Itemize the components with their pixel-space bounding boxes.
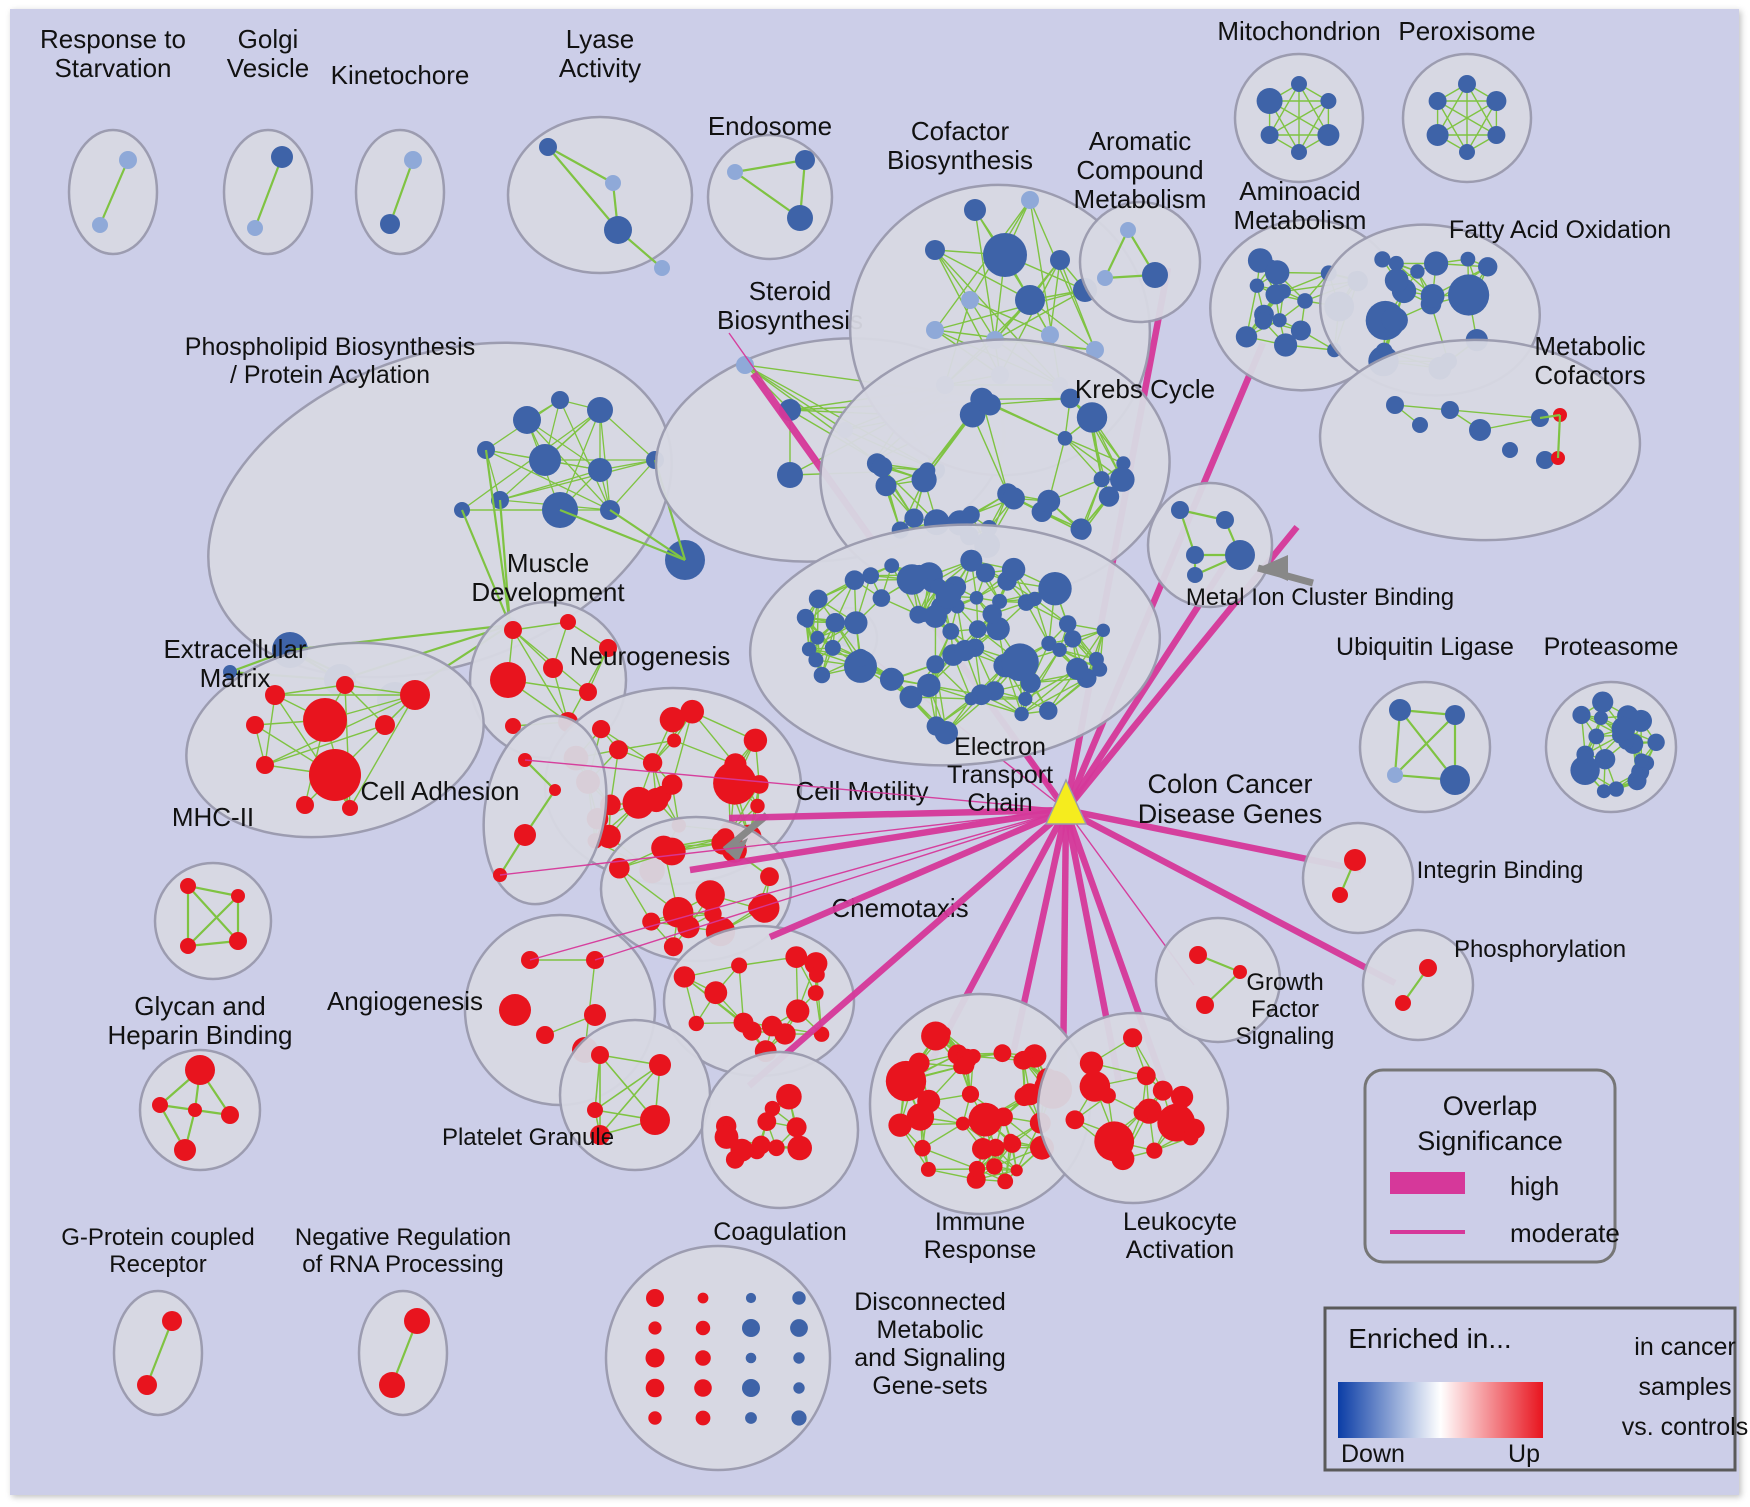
svg-text:Significance: Significance <box>1417 1126 1563 1156</box>
svg-text:Cell Adhesion: Cell Adhesion <box>361 776 520 806</box>
svg-text:Platelet Granule: Platelet Granule <box>442 1124 614 1151</box>
svg-text:high: high <box>1510 1171 1559 1201</box>
svg-text:Down: Down <box>1341 1440 1405 1468</box>
svg-text:Endosome: Endosome <box>708 111 832 141</box>
svg-text:Angiogenesis: Angiogenesis <box>327 986 483 1016</box>
svg-text:Kinetochore: Kinetochore <box>331 60 470 90</box>
svg-text:Overlap: Overlap <box>1443 1091 1538 1121</box>
svg-text:in cancer: in cancer <box>1634 1333 1735 1361</box>
svg-text:samples: samples <box>1638 1373 1731 1401</box>
svg-text:vs. controls: vs. controls <box>1622 1413 1748 1441</box>
svg-text:Phosphorylation: Phosphorylation <box>1454 936 1626 963</box>
svg-text:Peroxisome: Peroxisome <box>1398 16 1535 46</box>
svg-text:Metal Ion Cluster Binding: Metal Ion Cluster Binding <box>1186 584 1454 611</box>
svg-text:Ubiquitin Ligase: Ubiquitin Ligase <box>1336 633 1514 661</box>
svg-text:Krebs Cycle: Krebs Cycle <box>1075 374 1215 404</box>
svg-text:Up: Up <box>1508 1440 1540 1468</box>
svg-text:Proteasome: Proteasome <box>1544 633 1679 661</box>
svg-text:Fatty Acid Oxidation: Fatty Acid Oxidation <box>1449 216 1671 244</box>
svg-text:Chemotaxis: Chemotaxis <box>831 893 968 923</box>
svg-text:moderate: moderate <box>1510 1218 1620 1248</box>
svg-text:Enriched in...: Enriched in... <box>1348 1323 1511 1354</box>
svg-text:Neurogenesis: Neurogenesis <box>570 641 730 671</box>
svg-text:MHC-II: MHC-II <box>172 802 254 832</box>
svg-text:Coagulation: Coagulation <box>713 1218 846 1246</box>
svg-text:Integrin Binding: Integrin Binding <box>1417 857 1584 884</box>
svg-text:Mitochondrion: Mitochondrion <box>1217 16 1380 46</box>
